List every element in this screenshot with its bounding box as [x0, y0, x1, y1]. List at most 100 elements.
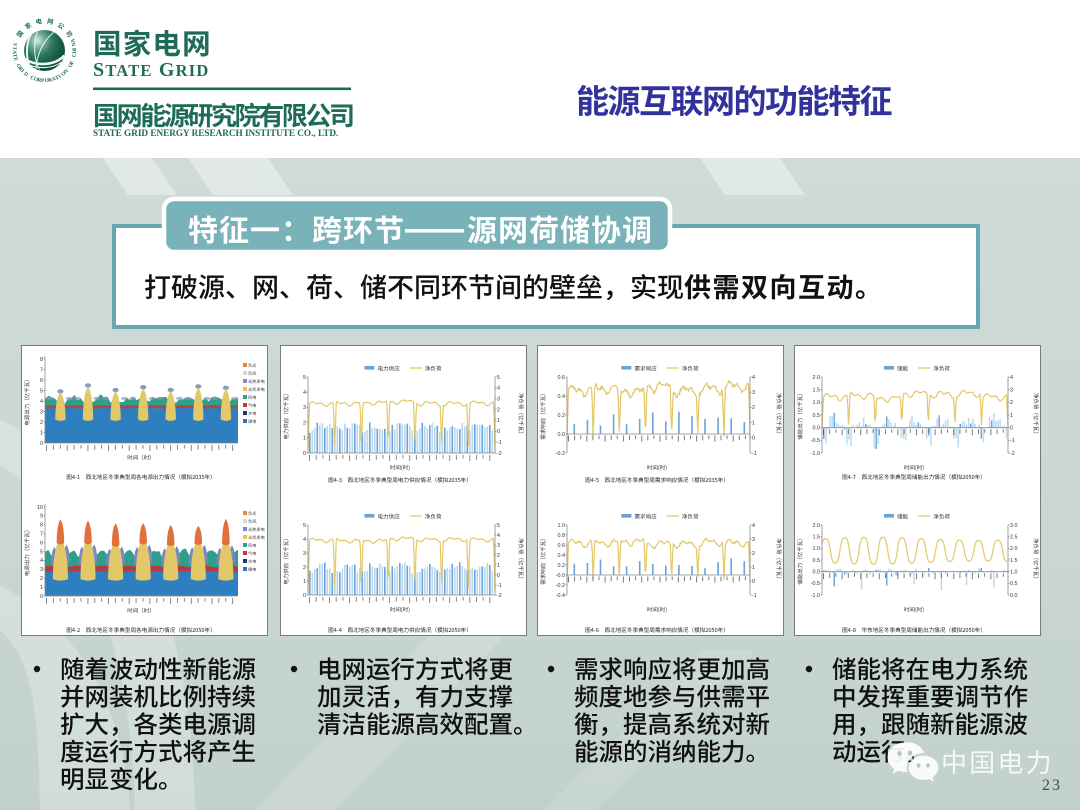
svg-text:0.0: 0.0	[813, 426, 821, 432]
svg-text:0: 0	[1010, 426, 1013, 432]
svg-text:5: 5	[303, 375, 306, 381]
svg-text:1.0: 1.0	[1010, 570, 1018, 576]
svg-text:3: 3	[752, 537, 755, 543]
svg-text:2.0: 2.0	[813, 375, 821, 381]
svg-text:4: 4	[1010, 375, 1013, 381]
svg-text:7: 7	[40, 367, 43, 373]
svg-text:5: 5	[303, 523, 306, 529]
svg-text:10: 10	[37, 505, 43, 511]
svg-text:0.0: 0.0	[1010, 593, 1018, 599]
svg-text:1: 1	[497, 563, 500, 569]
svg-text:2: 2	[752, 405, 755, 411]
svg-text:4: 4	[752, 375, 755, 381]
svg-text:0.5: 0.5	[813, 558, 821, 564]
svg-text:2: 2	[497, 553, 500, 559]
svg-text:-0.5: -0.5	[811, 438, 820, 444]
svg-text:4: 4	[303, 390, 306, 396]
svg-text:5: 5	[497, 375, 500, 381]
svg-text:0: 0	[303, 593, 306, 599]
svg-text:-1.0: -1.0	[811, 593, 820, 599]
svg-text:2: 2	[40, 576, 43, 582]
svg-text:2.5: 2.5	[1010, 535, 1018, 541]
svg-text:0.6: 0.6	[558, 543, 566, 549]
svg-text:2: 2	[497, 407, 500, 413]
svg-text:1: 1	[752, 420, 755, 426]
svg-text:2: 2	[40, 420, 43, 426]
svg-text:1: 1	[40, 585, 43, 591]
svg-text:3: 3	[303, 551, 306, 557]
svg-text:1: 1	[1010, 413, 1013, 419]
svg-text:0.4: 0.4	[558, 553, 566, 559]
svg-text:-0.2: -0.2	[556, 583, 565, 589]
svg-text:1.5: 1.5	[1010, 558, 1018, 564]
svg-text:-0.2: -0.2	[556, 451, 565, 457]
svg-text:-1.0: -1.0	[811, 451, 820, 457]
svg-text:6: 6	[40, 540, 43, 546]
svg-text:0.2: 0.2	[558, 563, 566, 569]
svg-text:0: 0	[40, 441, 43, 447]
svg-text:2: 2	[303, 565, 306, 571]
svg-text:-2: -2	[1010, 451, 1015, 457]
svg-text:3: 3	[40, 409, 43, 415]
svg-text:-1: -1	[752, 593, 757, 599]
svg-text:2: 2	[752, 551, 755, 557]
svg-text:5: 5	[40, 549, 43, 555]
svg-text:0.5: 0.5	[1010, 581, 1018, 587]
svg-text:1.5: 1.5	[813, 388, 821, 394]
svg-text:0.6: 0.6	[558, 375, 566, 381]
svg-text:0.2: 0.2	[558, 413, 566, 419]
svg-text:3: 3	[497, 397, 500, 403]
svg-text:9: 9	[40, 514, 43, 520]
svg-text:23: 23	[1042, 777, 1062, 794]
svg-text:5: 5	[40, 388, 43, 394]
svg-text:3: 3	[40, 567, 43, 573]
svg-text:7: 7	[40, 532, 43, 538]
svg-text:4: 4	[752, 523, 755, 529]
svg-text:3: 3	[1010, 388, 1013, 394]
svg-text:0.0: 0.0	[558, 432, 566, 438]
svg-text:3: 3	[752, 390, 755, 396]
svg-text:0: 0	[497, 429, 500, 435]
svg-text:8: 8	[40, 523, 43, 529]
svg-text:STATE GRID: STATE GRID	[93, 59, 209, 81]
svg-text:-2: -2	[497, 593, 502, 599]
svg-text:6: 6	[40, 378, 43, 384]
svg-text:0: 0	[303, 451, 306, 457]
svg-text:0.8: 0.8	[558, 533, 566, 539]
svg-text:4: 4	[497, 533, 500, 539]
svg-text:0: 0	[752, 579, 755, 585]
svg-text:1: 1	[497, 418, 500, 424]
svg-text:1: 1	[303, 436, 306, 442]
svg-text:4: 4	[40, 558, 43, 564]
svg-text:-0.5: -0.5	[811, 581, 820, 587]
svg-text:2: 2	[1010, 400, 1013, 406]
svg-text:0.5: 0.5	[813, 413, 821, 419]
svg-text:-2: -2	[497, 451, 502, 457]
svg-text:1.0: 1.0	[813, 400, 821, 406]
svg-text:0: 0	[497, 573, 500, 579]
svg-text:1: 1	[752, 565, 755, 571]
svg-text:1: 1	[303, 579, 306, 585]
svg-text:1.5: 1.5	[813, 535, 821, 541]
svg-text:4: 4	[303, 537, 306, 543]
svg-text:3.0: 3.0	[1010, 523, 1018, 529]
svg-text:1.0: 1.0	[558, 523, 566, 529]
svg-text:3: 3	[303, 405, 306, 411]
svg-text:-1: -1	[752, 451, 757, 457]
svg-text:STATE GRID ENERGY RESEARCH INS: STATE GRID ENERGY RESEARCH INSTITUTE CO.…	[93, 128, 338, 138]
svg-text:4: 4	[40, 399, 43, 405]
svg-text:2: 2	[303, 420, 306, 426]
svg-text:-0.4: -0.4	[556, 593, 565, 599]
svg-text:8: 8	[40, 357, 43, 363]
svg-text:-1: -1	[1010, 438, 1015, 444]
svg-text:1.0: 1.0	[813, 546, 821, 552]
svg-text:-1: -1	[497, 583, 502, 589]
svg-text:2.0: 2.0	[1010, 546, 1018, 552]
svg-text:-1: -1	[497, 440, 502, 446]
svg-text:2.0: 2.0	[813, 523, 821, 529]
svg-text:3: 3	[497, 543, 500, 549]
svg-text:0: 0	[40, 594, 43, 600]
svg-text:4: 4	[497, 386, 500, 392]
svg-text:1: 1	[40, 430, 43, 436]
svg-text:0.0: 0.0	[813, 570, 821, 576]
